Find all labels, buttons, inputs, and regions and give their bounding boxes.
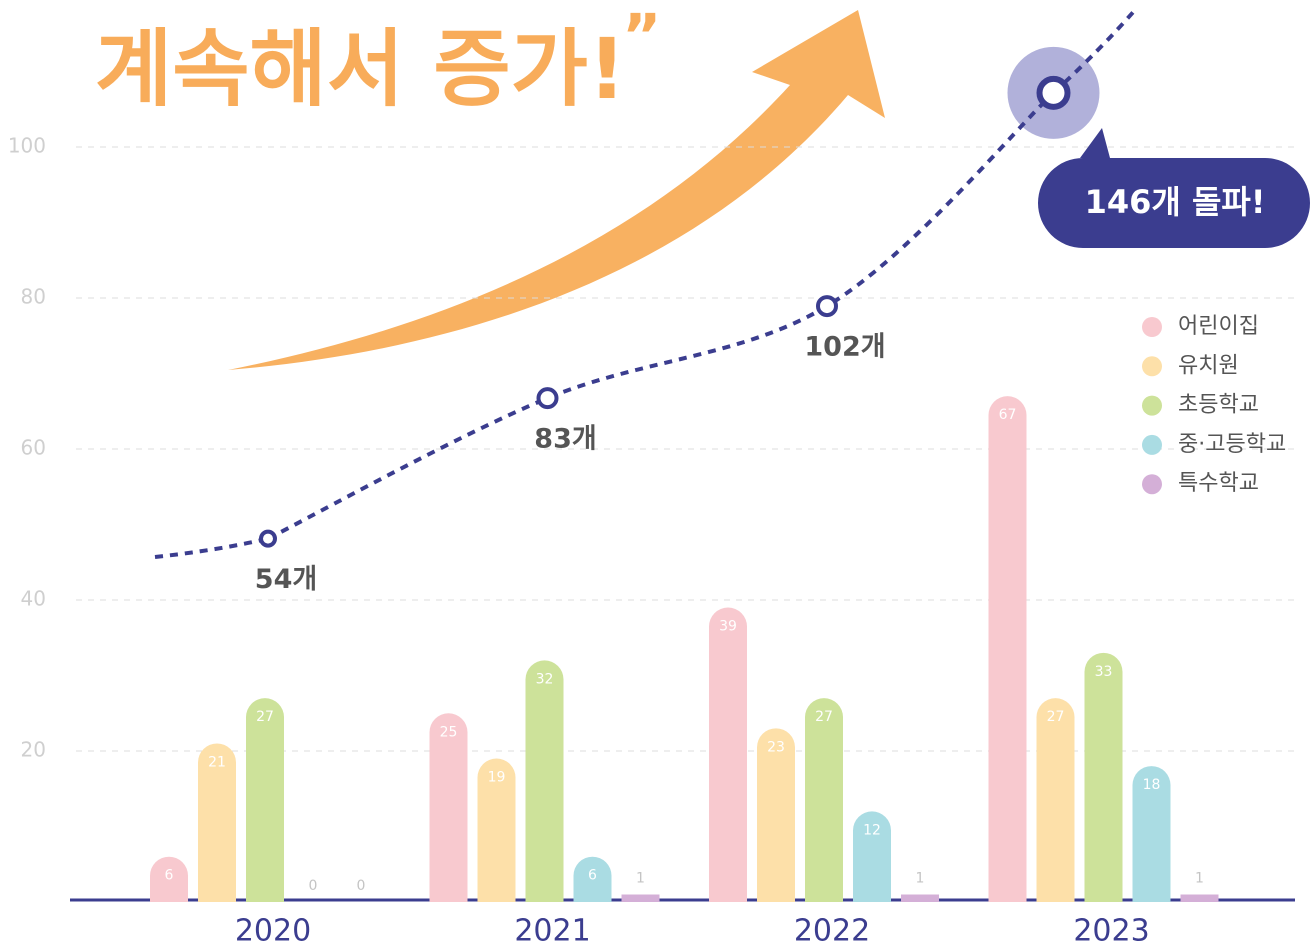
trend-point [818, 297, 836, 315]
bar-value-label: 32 [536, 671, 554, 687]
y-tick-label: 20 [21, 738, 46, 762]
bar [246, 698, 284, 902]
bar-value-label: 27 [1047, 709, 1065, 725]
legend-label: 중·고등학교 [1178, 432, 1286, 457]
trend-point [1040, 79, 1068, 107]
chart-title: 계속해서 증가! [95, 20, 626, 118]
bar-value-label: 27 [815, 709, 833, 725]
bar-value-label: 12 [863, 822, 881, 838]
bar [989, 396, 1027, 902]
y-tick-label: 80 [21, 285, 46, 309]
bar [709, 608, 747, 902]
bar-value-label: 19 [488, 770, 506, 786]
legend-label: 어린이집 [1178, 314, 1259, 339]
legend-marker [1142, 317, 1162, 337]
legend-label: 특수학교 [1178, 471, 1259, 496]
bar-value-label: 25 [440, 724, 458, 740]
legend-marker [1142, 396, 1162, 416]
bar-value-label: 1 [636, 870, 645, 886]
trend-extension [155, 539, 268, 557]
bar-value-label: 18 [1143, 777, 1161, 793]
bar [526, 660, 564, 902]
bar [430, 713, 468, 902]
bar-value-label: 1 [1195, 870, 1204, 886]
y-tick-label: 100 [8, 134, 46, 158]
bar [622, 894, 660, 902]
bar [1085, 653, 1123, 902]
trend-point [261, 532, 275, 546]
bar-value-label: 1 [916, 870, 925, 886]
bar-value-label: 0 [357, 878, 366, 894]
legend-label: 초등학교 [1178, 393, 1259, 418]
bar-value-label: 33 [1095, 664, 1113, 680]
trend-label: 83개 [534, 424, 596, 455]
y-tick-label: 40 [21, 587, 46, 611]
legend-marker [1142, 435, 1162, 455]
legend-label: 유치원 [1178, 353, 1239, 378]
x-tick-label: 2020 [235, 914, 311, 948]
bar-value-label: 6 [588, 868, 597, 884]
x-tick-label: 2023 [1073, 914, 1149, 948]
legend-marker [1142, 474, 1162, 494]
bar-value-label: 0 [309, 878, 318, 894]
legend-marker [1142, 356, 1162, 376]
x-tick-label: 2022 [794, 914, 870, 948]
bar [1037, 698, 1075, 902]
bar-value-label: 21 [208, 754, 226, 770]
trend-line [268, 93, 1054, 539]
trend-point [539, 389, 557, 407]
bar [805, 698, 843, 902]
bar-value-label: 67 [999, 407, 1017, 423]
bar-value-label: 23 [767, 739, 785, 755]
y-tick-label: 60 [21, 436, 46, 460]
title-quote: ” [622, 2, 661, 72]
bar-value-label: 39 [719, 619, 737, 635]
bar-value-label: 6 [165, 868, 174, 884]
trend-label: 54개 [255, 564, 317, 595]
callout-label: 146개 돌파! [1085, 183, 1266, 221]
bar [901, 894, 939, 902]
chart: 계속해서 증가! ” 20406080100625396721192327273… [0, 0, 1310, 948]
bar-value-label: 27 [256, 709, 274, 725]
trend-label: 102개 [804, 332, 885, 363]
bar [1181, 894, 1219, 902]
x-tick-label: 2021 [514, 914, 590, 948]
